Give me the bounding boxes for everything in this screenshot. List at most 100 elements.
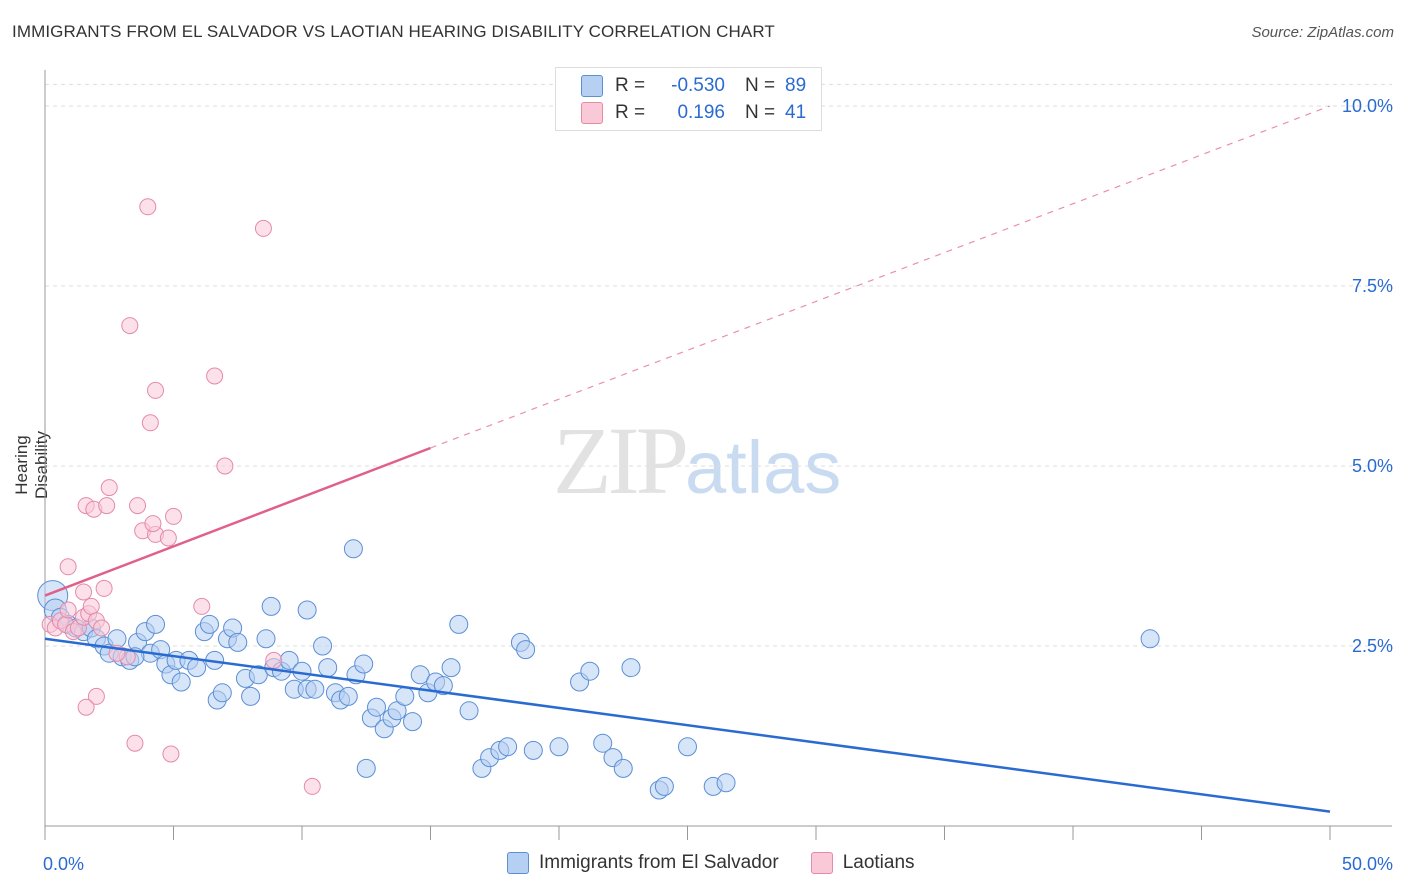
data-point-el-salvador <box>305 679 325 699</box>
data-point-laotians <box>216 457 234 475</box>
data-point-el-salvador <box>187 658 207 678</box>
legend-item-laotians[interactable]: Laotians <box>810 852 915 874</box>
y-tick-label: 10.0% <box>1342 96 1393 116</box>
pink-r-value: 0.196 <box>677 102 725 123</box>
x-tick-label: 50.0% <box>1342 854 1393 874</box>
data-point-el-salvador <box>523 740 543 760</box>
data-point-laotians <box>87 687 105 705</box>
source-label: Source: ZipAtlas.com <box>1251 24 1394 41</box>
n-label: N = <box>745 102 776 123</box>
data-point-laotians <box>303 777 321 795</box>
data-point-el-salvador <box>367 697 387 717</box>
data-point-laotians <box>100 479 118 497</box>
data-point-laotians <box>93 619 111 637</box>
data-point-laotians <box>144 515 162 533</box>
data-point-laotians <box>82 597 100 615</box>
data-point-el-salvador <box>248 665 268 685</box>
data-point-el-salvador <box>1140 629 1160 649</box>
data-point-el-salvador <box>256 629 276 649</box>
data-point-el-salvador <box>593 733 613 753</box>
pink-n-value: 41 <box>785 102 807 123</box>
legend-item-el-salvador[interactable]: Immigrants from El Salvador <box>507 852 779 874</box>
data-point-laotians <box>265 651 283 669</box>
data-point-el-salvador <box>580 661 600 681</box>
data-point-laotians <box>147 381 165 399</box>
data-point-el-salvador <box>199 614 219 634</box>
data-point-laotians <box>254 219 272 237</box>
data-point-el-salvador <box>716 773 736 793</box>
data-point-el-salvador <box>654 776 674 796</box>
data-point-laotians <box>141 414 159 432</box>
data-point-laotians <box>75 583 93 601</box>
data-point-el-salvador <box>403 712 423 732</box>
data-point-laotians <box>95 579 113 597</box>
y-tick-label: 2.5% <box>1352 636 1393 656</box>
data-point-el-salvador <box>212 683 232 703</box>
data-point-laotians <box>59 558 77 576</box>
pink-swatch <box>810 852 833 874</box>
legend-label-laotians: Laotians <box>842 852 915 873</box>
trend-line-laotians <box>44 446 431 597</box>
data-point-el-salvador <box>228 632 248 652</box>
data-point-el-salvador <box>338 686 358 706</box>
data-point-laotians <box>77 698 95 716</box>
data-point-el-salvador <box>354 654 374 674</box>
legend-row-pink: R = 0.196 N = 41 <box>581 101 806 125</box>
legend-row-blue: R = -0.530 N = 89 <box>581 74 806 98</box>
r-label: R = <box>615 102 646 123</box>
data-point-el-salvador <box>678 737 697 757</box>
data-point-el-salvador <box>343 539 363 559</box>
data-point-laotians <box>159 529 177 547</box>
data-point-el-salvador <box>613 758 633 778</box>
n-label: N = <box>745 75 776 96</box>
data-point-el-salvador <box>171 672 191 692</box>
pink-swatch <box>581 102 603 124</box>
trend-line-laotians-extension <box>430 105 1331 449</box>
data-point-el-salvador <box>356 758 376 778</box>
watermark-atlas: atlas <box>685 426 842 509</box>
blue-r-value: -0.530 <box>671 75 725 96</box>
data-point-laotians <box>162 745 180 763</box>
data-point-laotians <box>165 507 182 525</box>
data-point-el-salvador <box>146 614 166 634</box>
data-point-el-salvador <box>292 661 312 681</box>
data-point-el-salvador <box>395 686 415 706</box>
legend-label-el-salvador: Immigrants from El Salvador <box>539 852 779 873</box>
data-point-laotians <box>59 601 77 619</box>
x-tick-label: 0.0% <box>43 854 84 874</box>
data-point-laotians <box>206 367 224 385</box>
data-point-el-salvador <box>621 658 641 678</box>
data-point-el-salvador <box>459 701 479 721</box>
series-legend: Immigrants from El Salvador Laotians <box>507 852 947 874</box>
data-point-el-salvador <box>261 596 281 616</box>
trend-line-el-salvador <box>44 637 1331 813</box>
data-point-el-salvador <box>549 737 569 757</box>
y-tick-label: 7.5% <box>1352 276 1393 296</box>
data-point-laotians <box>193 597 211 615</box>
data-point-laotians <box>126 734 144 752</box>
chart-title: IMMIGRANTS FROM EL SALVADOR VS LAOTIAN H… <box>12 22 775 41</box>
watermark: ZIPatlas <box>553 405 841 516</box>
blue-swatch <box>507 852 529 874</box>
data-point-el-salvador <box>297 600 317 620</box>
data-point-el-salvador <box>318 658 338 678</box>
data-point-el-salvador <box>498 737 518 757</box>
data-point-el-salvador <box>441 658 461 678</box>
data-point-el-salvador <box>410 665 430 685</box>
data-point-laotians <box>98 497 116 515</box>
y-tick-label: 5.0% <box>1352 456 1393 476</box>
correlation-legend: R = -0.530 N = 89 R = 0.196 N = 41 <box>555 67 822 131</box>
data-point-laotians <box>139 198 157 216</box>
data-point-el-salvador <box>313 636 333 656</box>
data-point-laotians <box>121 317 139 335</box>
blue-n-value: 89 <box>785 75 807 96</box>
data-point-el-salvador <box>241 686 261 706</box>
watermark-zip: ZIP <box>553 407 689 514</box>
data-point-el-salvador <box>433 676 453 696</box>
blue-swatch <box>581 75 603 97</box>
data-point-el-salvador <box>516 640 536 660</box>
data-point-el-salvador <box>449 614 469 634</box>
r-label: R = <box>615 75 646 96</box>
data-point-laotians <box>129 497 147 515</box>
